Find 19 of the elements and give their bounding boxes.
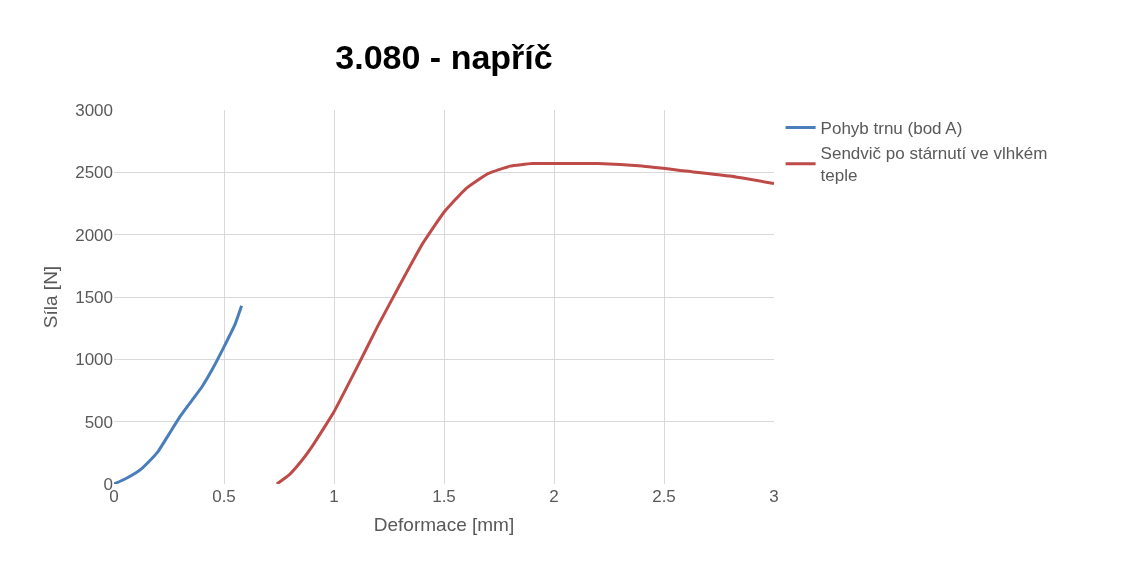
y-tick-label: 2000	[75, 225, 113, 245]
y-tick-label: 3000	[75, 100, 113, 120]
x-tick-label: 2.5	[652, 487, 676, 506]
legend-label: Pohyb trnu (bod A)	[820, 119, 963, 139]
y-tick-label: 1000	[75, 350, 113, 370]
x-tick-label: 0.5	[212, 487, 236, 506]
x-tick-label: 3	[769, 487, 779, 506]
x-tick-label: 1	[329, 487, 339, 506]
x-tick-label: 2	[549, 487, 559, 506]
chart-title: 3.080 - napříč	[335, 37, 553, 76]
line-series	[114, 304, 244, 484]
line-series	[275, 162, 774, 484]
x-tick-label: 1.5	[432, 487, 456, 506]
x-axis-title: Deformace [mm]	[373, 513, 515, 535]
y-axis-title: Síla [N]	[40, 265, 62, 329]
legend-label: Sendvič po stárnutí ve vlhkém teple	[820, 144, 1048, 186]
y-tick-label: 1500	[75, 287, 113, 307]
y-tick-label: 500	[84, 412, 113, 432]
y-tick-label: 2500	[75, 163, 113, 183]
